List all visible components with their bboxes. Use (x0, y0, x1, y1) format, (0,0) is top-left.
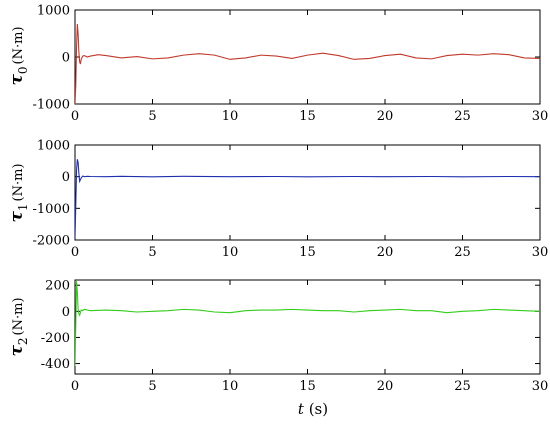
series-line (75, 281, 540, 367)
x-tick-label: 30 (532, 109, 549, 124)
y-tick-label: 200 (45, 279, 70, 294)
y-tick-label: -1000 (33, 98, 70, 113)
x-tick-label: 30 (532, 245, 549, 260)
y-tick-label: -400 (41, 357, 70, 372)
x-tick-label: 25 (454, 245, 471, 260)
x-tick-label: 15 (299, 109, 316, 124)
x-tick-label: 20 (377, 109, 394, 124)
x-tick-label: 25 (454, 379, 471, 394)
y-axis-title: τ1(N·m) (7, 163, 30, 222)
plot-frame (74, 9, 541, 105)
x-tick-label: 10 (222, 109, 239, 124)
plot-frame (74, 279, 541, 375)
x-tick-label: 15 (299, 379, 316, 394)
x-tick-label: 10 (222, 379, 239, 394)
x-tick-label: 30 (532, 379, 549, 394)
x-tick-label: 10 (222, 245, 239, 260)
x-tick-label: 0 (71, 379, 79, 394)
series-line (75, 24, 540, 104)
x-tick-label: 25 (454, 109, 471, 124)
x-tick-label: 5 (148, 379, 156, 394)
x-tick-label: 0 (71, 245, 79, 260)
x-tick-label: 5 (148, 109, 156, 124)
x-tick-label: 5 (148, 245, 156, 260)
y-axis-title: τ2(N·m) (7, 297, 30, 356)
series-line (75, 159, 540, 239)
y-tick-label: 0 (62, 170, 70, 185)
y-axis-title: τ0(N·m) (7, 26, 30, 85)
y-tick-label: -1000 (33, 202, 70, 217)
x-tick-label: 20 (377, 379, 394, 394)
y-tick-label: -200 (41, 331, 70, 346)
panel-tau2: 0 5 10 15 20 25 30 -400 -200 0 200 τ2(N·m) (7, 279, 548, 394)
y-tick-label: 1000 (37, 139, 70, 154)
panel-tau1: 0 5 10 15 20 25 30 -2000 -1000 0 1000 τ1(N·m) (7, 139, 548, 261)
y-tick-label: 0 (62, 305, 70, 320)
x-axis-title: t (s) (298, 400, 328, 418)
x-tick-label: 20 (377, 245, 394, 260)
x-tick-label: 0 (71, 109, 79, 124)
y-tick-label: -2000 (33, 234, 70, 249)
x-tick-label: 15 (299, 245, 316, 260)
plot-frame (74, 144, 541, 241)
y-tick-label: 0 (62, 51, 70, 66)
y-tick-label: 1000 (37, 4, 70, 19)
